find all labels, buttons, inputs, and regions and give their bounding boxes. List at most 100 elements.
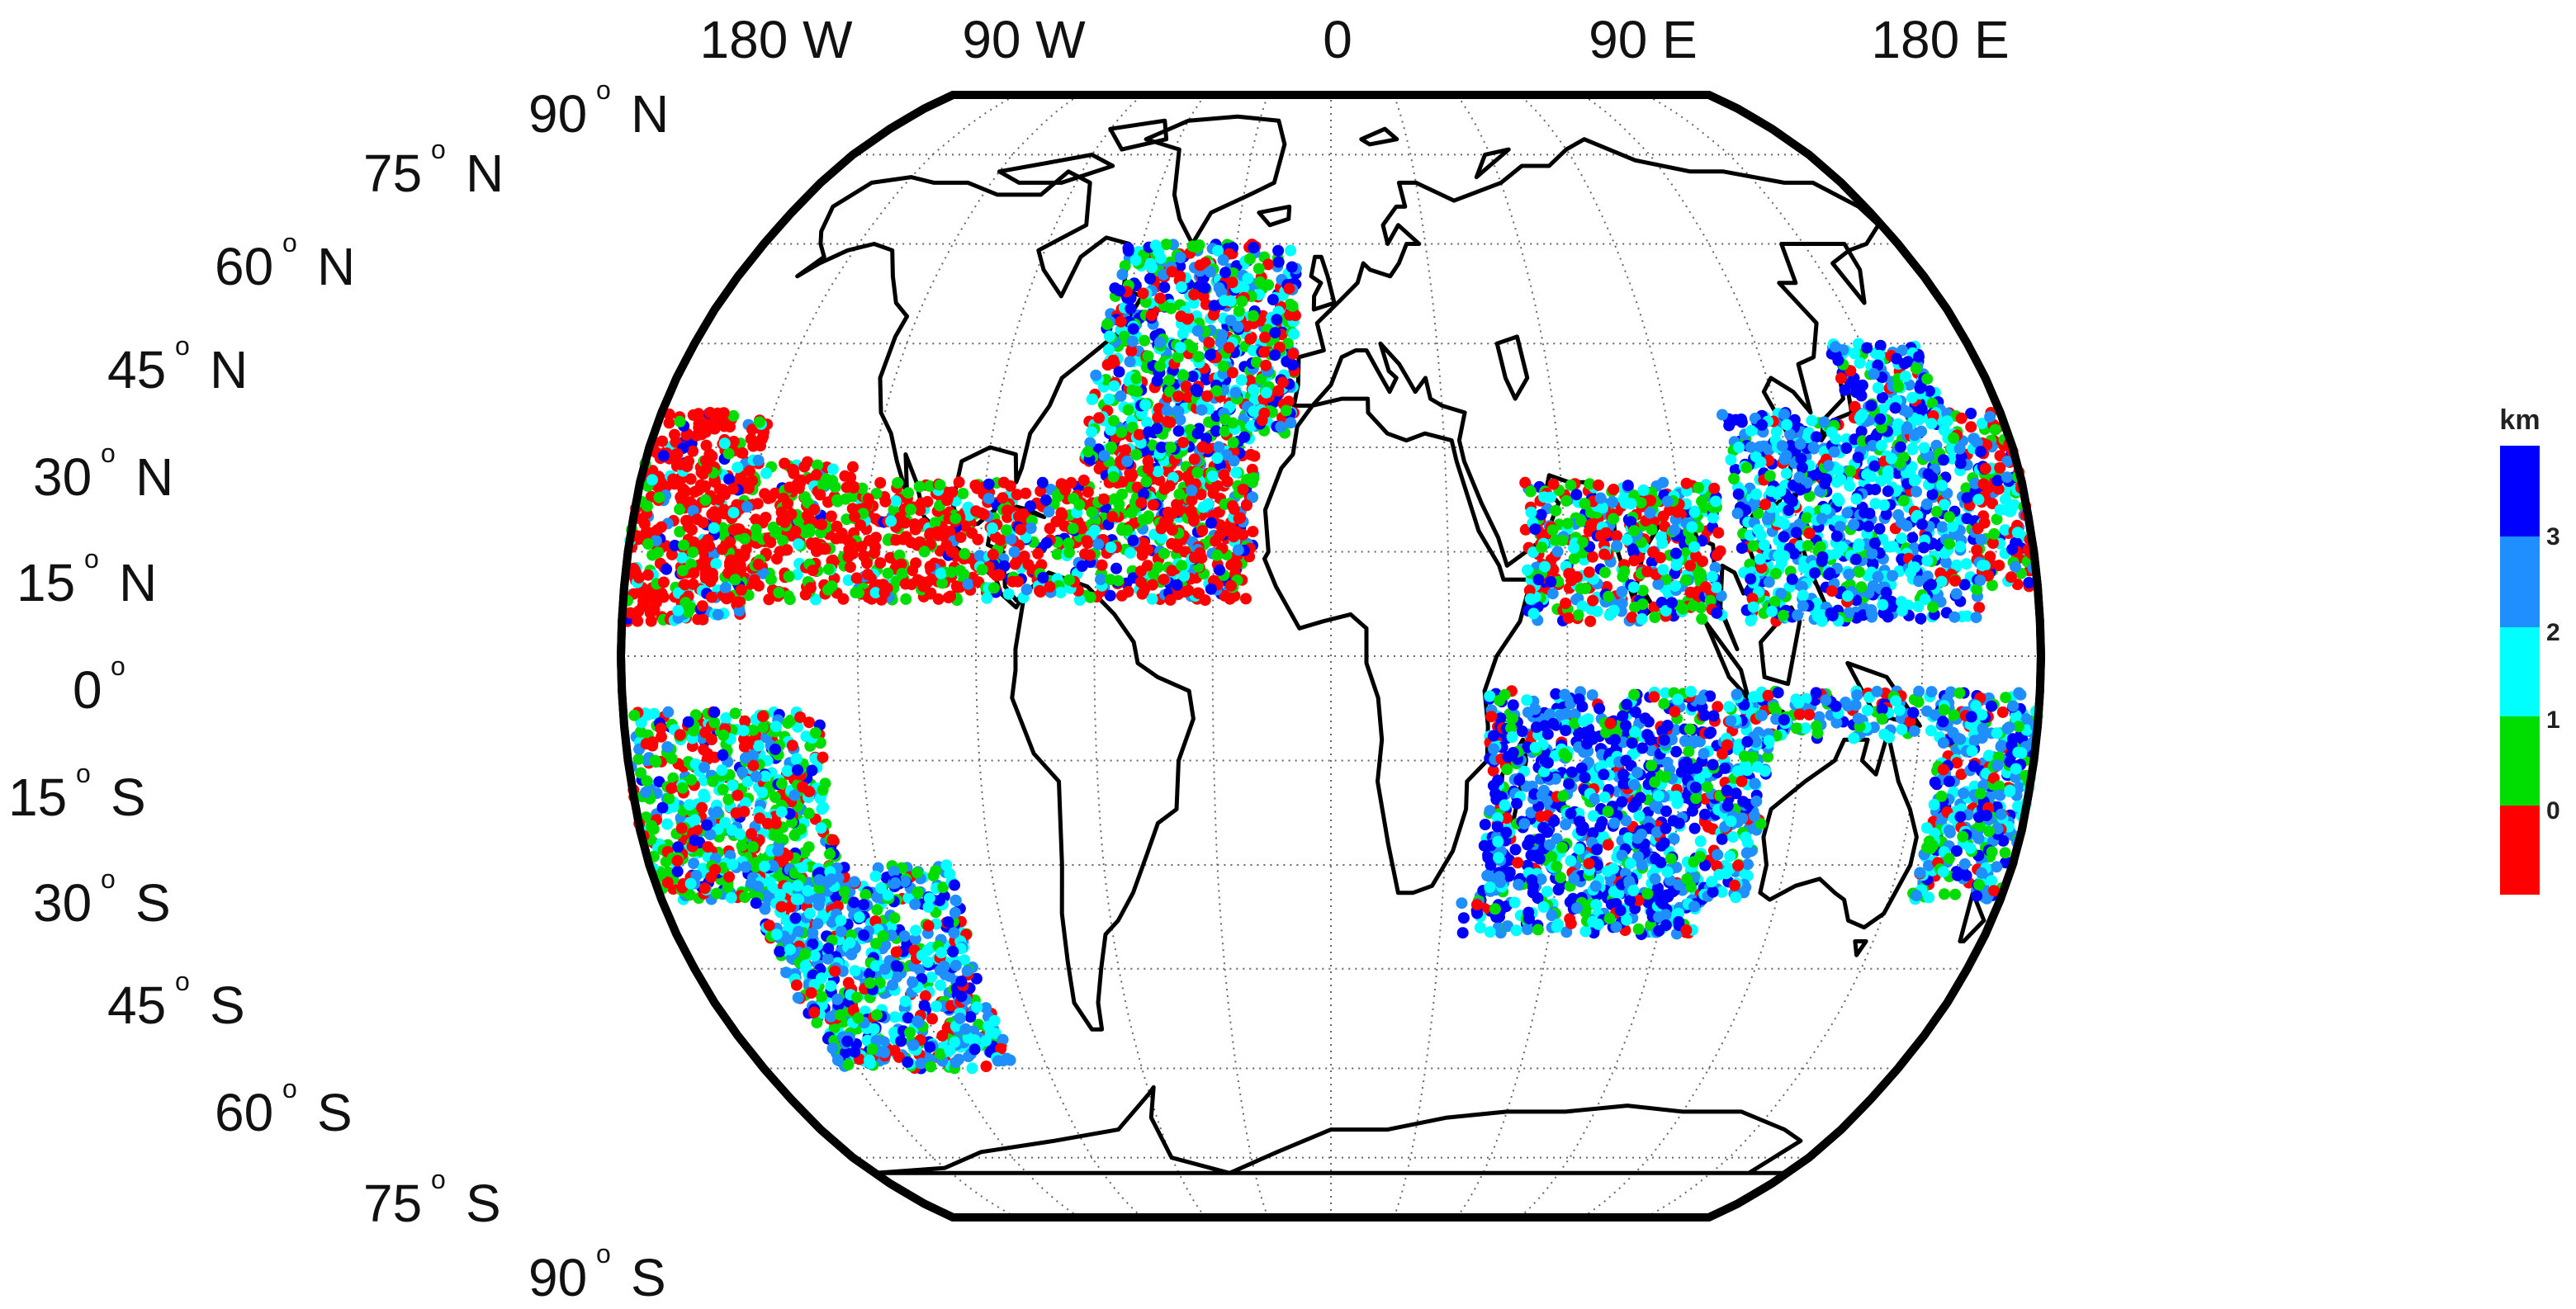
data-point <box>935 979 947 991</box>
data-point <box>842 1059 855 1070</box>
data-point <box>1939 556 1952 569</box>
data-point <box>814 893 826 905</box>
data-point <box>1188 288 1200 300</box>
data-point <box>1594 492 1607 504</box>
data-point <box>848 876 860 888</box>
data-point <box>722 881 734 894</box>
data-point <box>1684 586 1697 598</box>
data-point <box>1576 536 1589 549</box>
data-point <box>1269 327 1281 339</box>
data-point <box>1155 532 1167 544</box>
data-point <box>824 848 836 860</box>
data-point <box>936 1029 949 1042</box>
data-point <box>912 886 924 899</box>
data-point <box>687 445 699 457</box>
data-point <box>1043 506 1055 518</box>
data-point <box>803 807 815 820</box>
data-point <box>1211 452 1224 465</box>
data-point <box>1129 254 1142 267</box>
data-point <box>844 937 856 949</box>
data-point <box>1054 586 1067 598</box>
data-point <box>888 1027 900 1038</box>
data-point <box>1107 470 1120 483</box>
data-point <box>735 470 747 482</box>
data-point <box>1196 404 1208 416</box>
data-point <box>680 429 693 441</box>
data-point <box>1522 564 1533 576</box>
data-point <box>671 854 684 867</box>
data-point <box>1949 611 1961 623</box>
data-point <box>1218 469 1230 481</box>
data-point <box>1286 359 1299 371</box>
data-point <box>1113 366 1125 378</box>
data-point <box>727 507 740 519</box>
data-point <box>642 569 654 581</box>
data-point <box>653 491 665 503</box>
data-point <box>676 881 689 894</box>
data-point <box>1872 382 1884 394</box>
data-point <box>1575 515 1588 527</box>
data-point <box>698 788 710 801</box>
data-point <box>986 522 998 534</box>
coast-iceland <box>1257 204 1292 228</box>
data-point <box>959 954 971 966</box>
data-point <box>866 1043 878 1056</box>
data-point <box>1272 256 1285 268</box>
data-point <box>1115 315 1127 328</box>
data-point <box>1704 594 1717 607</box>
data-point <box>682 716 694 728</box>
data-point <box>665 782 678 795</box>
data-point <box>1213 281 1225 294</box>
data-point <box>1852 451 1864 464</box>
data-point <box>898 930 911 943</box>
data-point <box>773 587 785 598</box>
data-point <box>882 889 894 901</box>
data-point <box>770 929 783 941</box>
data-point <box>1186 494 1198 507</box>
data-point <box>1621 533 1633 546</box>
data-point <box>1252 262 1265 275</box>
data-point <box>934 479 946 491</box>
data-point <box>1077 475 1090 486</box>
coast-svalbard <box>1359 126 1399 147</box>
data-point <box>1669 580 1681 592</box>
data-point <box>1865 399 1878 412</box>
data-point <box>792 764 803 777</box>
data-point <box>1044 522 1056 535</box>
data-point <box>1158 574 1170 586</box>
data-point <box>1126 335 1139 347</box>
data-point <box>789 525 802 537</box>
data-point <box>1093 412 1105 424</box>
data-point <box>1944 511 1956 523</box>
data-point <box>907 976 919 988</box>
data-point <box>803 716 815 729</box>
data-point <box>697 613 709 626</box>
data-point <box>695 428 708 441</box>
data-point <box>790 753 803 765</box>
data-point <box>755 433 768 445</box>
data-point <box>768 829 780 842</box>
data-point <box>1199 594 1211 607</box>
data-point <box>1186 371 1199 383</box>
data-point <box>888 503 900 516</box>
data-point <box>775 506 788 518</box>
data-point <box>765 536 777 549</box>
data-point <box>1606 496 1618 508</box>
data-point <box>708 423 721 435</box>
data-point <box>962 578 974 590</box>
data-point <box>718 437 731 450</box>
data-point <box>1584 518 1597 531</box>
data-point <box>1830 341 1841 353</box>
data-point <box>674 526 686 538</box>
data-point <box>955 990 968 1003</box>
data-point <box>1032 547 1044 560</box>
data-point <box>717 729 730 741</box>
data-point <box>655 722 667 735</box>
data-point <box>923 892 935 905</box>
data-point <box>811 469 822 481</box>
data-point <box>815 822 827 834</box>
data-point <box>858 929 870 942</box>
data-point <box>1807 441 1820 453</box>
data-point <box>635 716 647 729</box>
data-point <box>908 518 921 530</box>
